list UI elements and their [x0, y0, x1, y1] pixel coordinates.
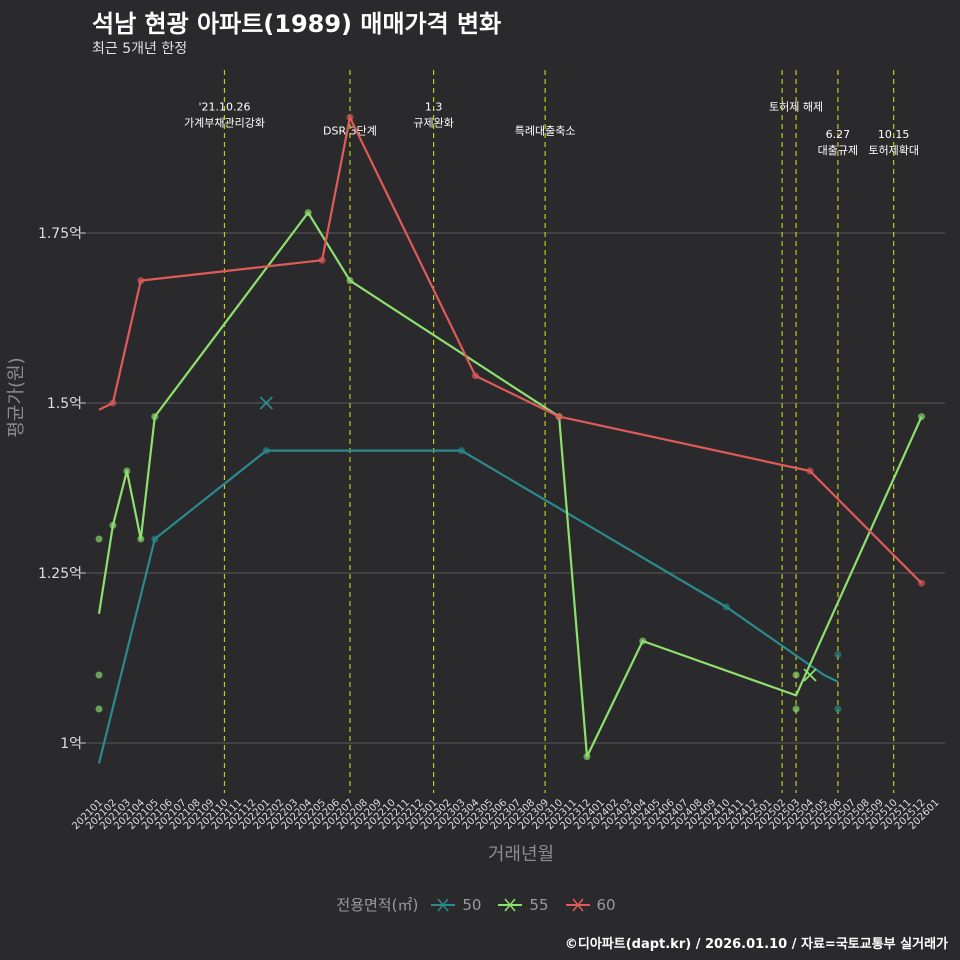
- event-label: 1.3: [425, 101, 443, 114]
- data-point-55: [109, 521, 117, 529]
- legend-label-55: 55: [529, 895, 549, 914]
- y-tick-label: 1.5억: [47, 396, 82, 412]
- event-label: 6.27: [826, 128, 851, 141]
- legend-label-50: 50: [462, 895, 482, 914]
- axes: 1억1.25억1.5억1.75억평균가(원)202101202102202103…: [6, 226, 942, 865]
- event-label: 규제완화: [413, 117, 453, 130]
- legend: 전용면적(㎡) 50 55 60: [0, 894, 960, 915]
- source-footer: ©디아파트(dapt.kr) / 2026.01.10 / 자료=국토교통부 실…: [564, 937, 948, 952]
- chart-subtitle: 최근 5개년 한정: [92, 41, 188, 57]
- data-point-60: [137, 277, 145, 285]
- data-point-55: [792, 671, 800, 679]
- legend-item-50[interactable]: 50: [430, 896, 481, 914]
- data-point-55: [792, 705, 800, 713]
- data-point-55: [918, 413, 926, 421]
- data-point-50: [262, 447, 270, 455]
- event-label: 토허제확대: [868, 144, 919, 157]
- event-label: 특례대출축소: [515, 124, 576, 137]
- data-point-60: [918, 579, 926, 587]
- data-point-60: [806, 467, 814, 475]
- y-tick-label: 1.25억: [38, 566, 82, 582]
- data-point-60: [318, 256, 326, 264]
- legend-key-55-icon: [498, 898, 523, 911]
- data-point-55: [95, 705, 103, 713]
- grid-lines: [87, 232, 945, 744]
- legend-item-60[interactable]: 60: [565, 896, 616, 914]
- legend-key-50-icon: [431, 898, 456, 911]
- data-point-55: [346, 277, 354, 285]
- legend-item-55[interactable]: 55: [497, 895, 549, 914]
- y-tick-label: 1.75억: [38, 226, 82, 242]
- event-label: DSR 3단계: [323, 124, 377, 137]
- event-label: 가계부채관리강화: [184, 117, 265, 130]
- y-tick-label: 1억: [60, 736, 82, 752]
- data-point-55: [304, 209, 312, 217]
- data-series: [95, 113, 926, 764]
- event-label: '21.10.26: [198, 101, 250, 114]
- data-point-50: [151, 535, 159, 543]
- legend-title: 전용면적(㎡): [336, 896, 419, 914]
- series-line-55: [97, 211, 923, 758]
- data-point-50: [834, 651, 842, 659]
- data-point-55: [639, 637, 647, 645]
- data-point-60: [555, 413, 563, 421]
- event-label: 토허제 해제: [769, 100, 823, 114]
- y-axis-label: 평균가(원): [6, 357, 27, 437]
- data-point-50: [457, 447, 465, 455]
- data-point-55: [151, 413, 159, 421]
- data-point-50: [834, 705, 842, 713]
- legend-key-60-icon: [565, 898, 590, 911]
- data-point-55: [95, 671, 103, 679]
- event-label: 대출규제: [818, 144, 858, 157]
- data-point-55: [137, 535, 145, 543]
- data-point-55: [95, 535, 103, 543]
- legend-label-60: 60: [596, 895, 616, 914]
- data-point-55: [123, 467, 131, 475]
- data-point-55: [583, 753, 591, 761]
- data-point-50: [722, 603, 730, 611]
- x-marker-50: [259, 396, 273, 410]
- chart-title: 석남 현광 아파트(1989) 매매가격 변화: [92, 10, 502, 38]
- data-point-60: [109, 399, 117, 407]
- data-point-60: [346, 113, 354, 121]
- x-axis-label: 거래년월: [488, 844, 554, 865]
- data-point-60: [471, 372, 479, 380]
- series-line-60: [98, 116, 923, 584]
- event-label: 10.15: [878, 128, 910, 141]
- x-marker-55: [803, 668, 817, 682]
